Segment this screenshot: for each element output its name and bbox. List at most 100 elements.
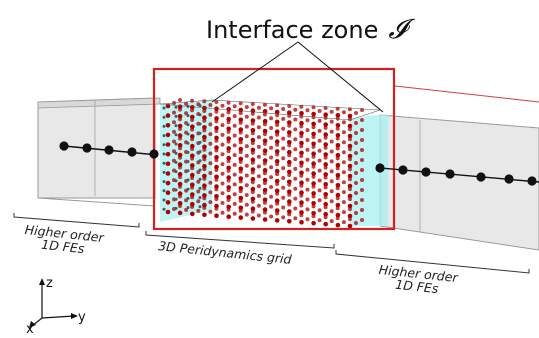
particle-grid (162, 98, 364, 229)
particle (256, 184, 261, 189)
interface-particle (198, 131, 202, 135)
particle (335, 136, 340, 141)
particle (274, 159, 280, 164)
particle (256, 203, 261, 208)
particle (305, 217, 310, 222)
particle (232, 162, 237, 167)
particle (244, 124, 249, 129)
interface-particle (198, 205, 202, 209)
particle (256, 174, 261, 179)
particle (214, 125, 219, 131)
particle (293, 166, 298, 171)
particle (214, 155, 219, 160)
particle (269, 175, 274, 180)
interface-particle (162, 134, 166, 138)
particle (293, 196, 298, 201)
particle (238, 156, 244, 162)
particle (262, 148, 268, 153)
interface-particle (174, 142, 178, 146)
particle (262, 168, 268, 173)
particle (335, 116, 340, 121)
particle (238, 215, 244, 220)
interface-particle (174, 179, 178, 183)
particle (208, 200, 213, 205)
particle (287, 110, 292, 115)
particle (354, 211, 358, 215)
particle (177, 172, 183, 177)
particle (177, 201, 183, 206)
particle (335, 152, 341, 158)
particle (354, 201, 358, 205)
particle (329, 109, 334, 114)
particle (202, 193, 207, 198)
title-pointer-lines (211, 41, 384, 113)
particle (341, 190, 346, 195)
particle (232, 153, 237, 158)
particle (329, 219, 334, 224)
particle (335, 166, 340, 171)
particle (269, 214, 274, 219)
particle (262, 118, 268, 124)
particle (238, 101, 243, 106)
particle (299, 140, 304, 146)
particle (323, 135, 328, 140)
particle (190, 182, 195, 188)
particle (347, 123, 353, 129)
particle (177, 114, 183, 119)
particle (317, 168, 322, 173)
particle (299, 154, 304, 159)
particle (232, 104, 237, 109)
particle (287, 159, 292, 165)
particle (165, 151, 171, 157)
particle (305, 197, 310, 202)
particle (305, 157, 310, 162)
particle (274, 218, 280, 223)
particle (238, 127, 244, 132)
particle (226, 214, 231, 219)
particle (190, 192, 195, 197)
interface-particle (162, 161, 166, 165)
particle (256, 144, 261, 149)
particle (256, 125, 261, 130)
particle (250, 196, 256, 202)
fe-node (527, 176, 537, 186)
axis-y-arrow (71, 313, 78, 319)
particle (293, 137, 298, 142)
particle (293, 127, 298, 132)
particle (287, 219, 292, 224)
particle (172, 129, 176, 134)
interface-particle (186, 160, 190, 164)
particle (274, 149, 280, 154)
fe-node (398, 165, 408, 175)
particle (341, 210, 346, 215)
particle (250, 137, 256, 143)
particle (323, 125, 328, 130)
interface-zone-frame (152, 67, 396, 231)
particle (329, 149, 334, 154)
particle (305, 177, 310, 182)
interface-particle (198, 140, 202, 144)
axis-z-label: z (46, 276, 53, 291)
interface-particle (174, 151, 178, 155)
particle (244, 144, 249, 149)
particle (256, 105, 261, 110)
interface-particle (162, 170, 166, 174)
particle (293, 147, 298, 152)
fe-node (149, 149, 159, 159)
particle (287, 130, 292, 135)
particle (305, 118, 310, 123)
particle (232, 114, 237, 119)
particle (220, 191, 225, 196)
particle (262, 109, 268, 114)
interface-particle (198, 150, 202, 154)
particle (323, 132, 329, 137)
particle (214, 194, 219, 199)
particle (299, 200, 304, 205)
particle (220, 162, 225, 167)
particle (238, 117, 244, 123)
particle (165, 123, 171, 128)
particle (214, 213, 219, 218)
particle (323, 152, 329, 157)
particle (244, 173, 249, 178)
particle (269, 194, 274, 199)
